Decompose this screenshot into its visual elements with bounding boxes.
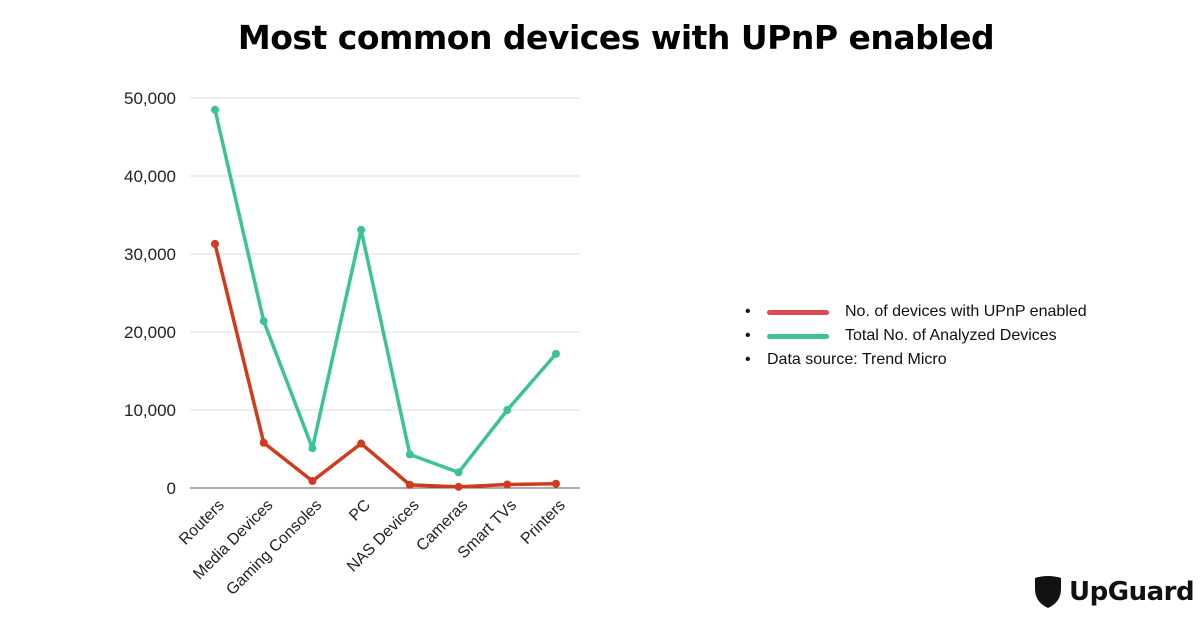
y-tick-label: 30,000 <box>124 245 176 264</box>
x-tick-label: PC <box>346 497 374 525</box>
data-source-note: Data source: Trend Micro <box>767 351 947 368</box>
legend-label-upnp: No. of devices with UPnP enabled <box>845 303 1087 320</box>
data-point <box>259 438 268 447</box>
data-point <box>405 480 414 489</box>
y-tick-label: 20,000 <box>124 323 176 342</box>
y-tick-label: 50,000 <box>124 89 176 108</box>
data-point <box>211 239 219 248</box>
bullet-icon: • <box>745 327 751 344</box>
data-point <box>308 476 317 485</box>
y-tick-label: 10,000 <box>124 401 176 420</box>
chart-title: Most common devices with UPnP enabled <box>237 18 995 57</box>
y-tick-label: 0 <box>167 479 176 498</box>
shield-icon <box>1035 576 1061 608</box>
x-tick-label: Gaming Consoles <box>223 497 325 599</box>
x-tick-label: Printers <box>518 497 569 548</box>
data-point <box>552 479 560 488</box>
legend-swatch-total <box>767 334 829 339</box>
data-point <box>211 105 219 114</box>
data-point <box>454 482 463 491</box>
legend-swatch-upnp <box>767 310 829 315</box>
y-axis-ticks: 0 10,000 20,000 30,000 40,000 50,000 <box>124 89 176 498</box>
data-point <box>357 225 366 234</box>
data-point <box>308 444 317 453</box>
data-point <box>357 439 366 448</box>
brand-name: UpGuard <box>1069 577 1195 607</box>
bullet-icon: • <box>745 351 751 368</box>
upguard-logo: UpGuard <box>1033 574 1195 610</box>
y-tick-label: 40,000 <box>124 167 176 186</box>
data-point <box>454 468 463 477</box>
series-lines <box>211 105 560 491</box>
data-point <box>405 450 414 459</box>
legend-label-total: Total No. of Analyzed Devices <box>845 327 1057 344</box>
data-point <box>503 480 512 489</box>
series-upnp-enabled <box>211 239 560 491</box>
series-line <box>213 107 558 475</box>
data-point <box>503 406 512 414</box>
data-point <box>552 349 560 358</box>
bullet-icon: • <box>745 303 751 320</box>
series-total-analyzed <box>211 105 560 477</box>
series-line <box>213 242 558 489</box>
data-point <box>259 317 268 326</box>
